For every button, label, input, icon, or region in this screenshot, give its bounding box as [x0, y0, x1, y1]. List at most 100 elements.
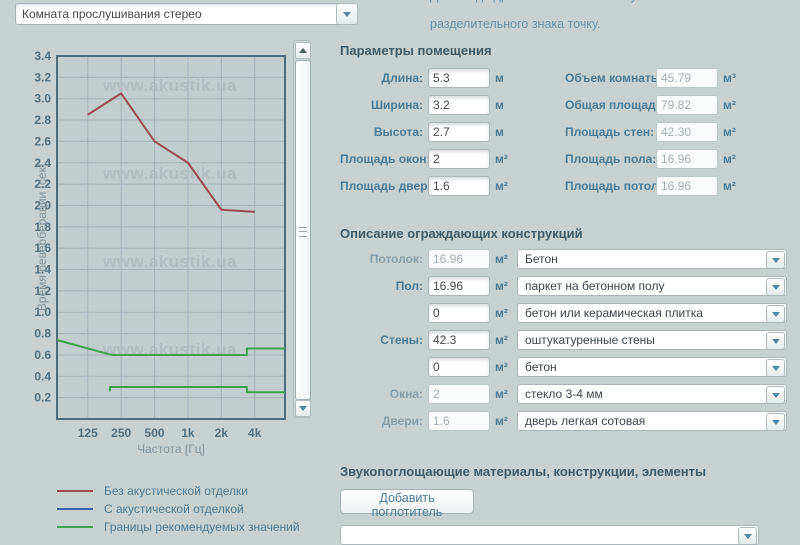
- legend-item-untreated: Без акустической отделки: [57, 482, 300, 500]
- surfaces-rows: Потолок: м² Бетон Пол: м² паркет на бето…: [340, 249, 787, 438]
- dropdown-button[interactable]: [766, 359, 785, 376]
- floor2-area-input[interactable]: [428, 303, 490, 323]
- scroll-down-button[interactable]: [295, 400, 311, 417]
- svg-text:www.akustik.ua: www.akustik.ua: [102, 252, 237, 271]
- unit-label: м²: [723, 179, 736, 193]
- doors-area-input: [428, 411, 490, 431]
- walls-area-input[interactable]: [428, 330, 490, 350]
- scroll-up-button[interactable]: [295, 42, 311, 59]
- form-row-ceiling-area: Площадь потолка: м²: [565, 176, 745, 196]
- arrow-up-icon: [299, 48, 307, 53]
- note-line: разделительного знака точку.: [430, 17, 601, 31]
- material-value: паркет на бетонном полу: [525, 279, 665, 293]
- total-area-output: [656, 95, 718, 115]
- doors-label: Двери:: [381, 414, 423, 428]
- doors-area-input[interactable]: [428, 176, 490, 196]
- chevron-down-icon: [771, 365, 780, 371]
- svg-text:3.4: 3.4: [34, 49, 51, 63]
- form-row-height: Высота: м: [340, 122, 517, 142]
- chart-scrollbar[interactable]: [293, 40, 311, 418]
- dropdown-button[interactable]: [738, 527, 757, 544]
- acoustic-calculator-page: { "preset_select": {"value": "Комната пр…: [0, 0, 800, 533]
- unit-label: м³: [723, 71, 736, 85]
- dropdown-button[interactable]: [766, 278, 785, 295]
- material-value: Бетон: [525, 252, 558, 266]
- dropdown-button[interactable]: [766, 332, 785, 349]
- unit-label: м²: [495, 306, 508, 320]
- windows-material-select[interactable]: стекло 3-4 мм: [517, 384, 787, 404]
- height-label: Высота:: [373, 125, 423, 139]
- svg-text:1.2: 1.2: [34, 284, 51, 298]
- svg-text:2.2: 2.2: [34, 177, 51, 191]
- material-value: оштукатуренные стены: [525, 333, 655, 347]
- form-row-total-area: Общая площадь: м²: [565, 95, 745, 115]
- section-title-room-params: Параметры помещения: [340, 43, 492, 58]
- floor-area-output: [656, 149, 718, 169]
- dropdown-button[interactable]: [766, 386, 785, 403]
- svg-text:Частота [Гц]: Частота [Гц]: [137, 442, 205, 456]
- dropdown-button[interactable]: [766, 413, 785, 430]
- form-row-width: Ширина: м: [340, 95, 517, 115]
- absorber-select[interactable]: [340, 525, 759, 545]
- scrollbar-thumb[interactable]: [295, 60, 311, 400]
- unit-label: м²: [723, 152, 736, 166]
- room-preset-select[interactable]: Комната прослушивания стерео: [15, 3, 345, 25]
- dropdown-button[interactable]: [766, 251, 785, 268]
- windows-area-label: Площадь окон:: [340, 152, 431, 166]
- surface-row-windows: Окна: м² стекло 3-4 мм: [340, 384, 787, 404]
- legend-label: Границы рекомендуемых значений: [104, 520, 300, 534]
- reverberation-chart: www.akustik.ua www.akustik.ua www.akustik.…: [34, 49, 286, 456]
- unit-label: м²: [495, 360, 508, 374]
- height-input[interactable]: [428, 122, 490, 142]
- svg-text:2.8: 2.8: [34, 113, 51, 127]
- walls-material-select[interactable]: оштукатуренные стены: [517, 330, 787, 350]
- svg-text:Время реверберации [сек]: Время реверберации [сек]: [35, 164, 49, 311]
- legend-label: С акустической отделкой: [104, 502, 244, 516]
- length-label: Длина:: [381, 71, 423, 85]
- ceiling-material-select[interactable]: Бетон: [517, 249, 787, 269]
- surface-row-ceiling: Потолок: м² Бетон: [340, 249, 787, 269]
- grip-icon: [299, 227, 307, 237]
- svg-text:250: 250: [111, 426, 131, 440]
- add-absorber-button[interactable]: Добавить поглотитель: [340, 489, 474, 519]
- svg-text:www.akustik.ua: www.akustik.ua: [102, 76, 237, 95]
- windows-area-input[interactable]: [428, 149, 490, 169]
- unit-label: м²: [495, 179, 508, 193]
- form-row-floor-area: Площадь пола: м²: [565, 149, 745, 169]
- floor-material-select[interactable]: паркет на бетонном полу: [517, 276, 787, 296]
- chevron-down-icon: [743, 533, 752, 539]
- svg-text:1.6: 1.6: [34, 241, 51, 255]
- floor-label: Пол:: [395, 279, 423, 293]
- material-value: стекло 3-4 мм: [525, 387, 603, 401]
- floor-area-label: Площадь пола:: [565, 152, 657, 166]
- chevron-down-icon: [343, 11, 351, 17]
- svg-text:0.6: 0.6: [34, 348, 51, 362]
- surface-row-walls2: м² бетон: [340, 357, 787, 377]
- unit-label: м²: [495, 333, 508, 347]
- width-label: Ширина:: [370, 98, 423, 112]
- chevron-down-icon: [771, 257, 780, 263]
- unit-label: м²: [495, 252, 508, 266]
- surface-row-doors: Двери: м² дверь легкая сотовая: [340, 411, 787, 431]
- unit-label: м: [495, 125, 504, 139]
- unit-label: м²: [495, 387, 508, 401]
- walls2-area-input[interactable]: [428, 357, 490, 377]
- note-line-clipped: Для ввода дробных чисел используйте в ка…: [430, 0, 721, 3]
- walls2-material-select[interactable]: бетон: [517, 357, 787, 377]
- ceiling-area-label: Площадь потолка:: [565, 179, 676, 193]
- room-preset-dropdown-button[interactable]: [336, 3, 358, 25]
- floor2-material-select[interactable]: бетон или керамическая плитка: [517, 303, 787, 323]
- length-input[interactable]: [428, 68, 490, 88]
- chevron-down-icon: [771, 392, 780, 398]
- floor-area-input[interactable]: [428, 276, 490, 296]
- unit-label: м²: [495, 279, 508, 293]
- form-row-doors-area: Площадь дверей: м²: [340, 176, 517, 196]
- doors-material-select[interactable]: дверь легкая сотовая: [517, 411, 787, 431]
- windows-label: Окна:: [389, 387, 423, 401]
- svg-text:1k: 1k: [181, 426, 195, 440]
- ceiling-area-output: [656, 176, 718, 196]
- svg-text:2.0: 2.0: [34, 198, 51, 212]
- width-input[interactable]: [428, 95, 490, 115]
- unit-label: м: [495, 71, 504, 85]
- dropdown-button[interactable]: [766, 305, 785, 322]
